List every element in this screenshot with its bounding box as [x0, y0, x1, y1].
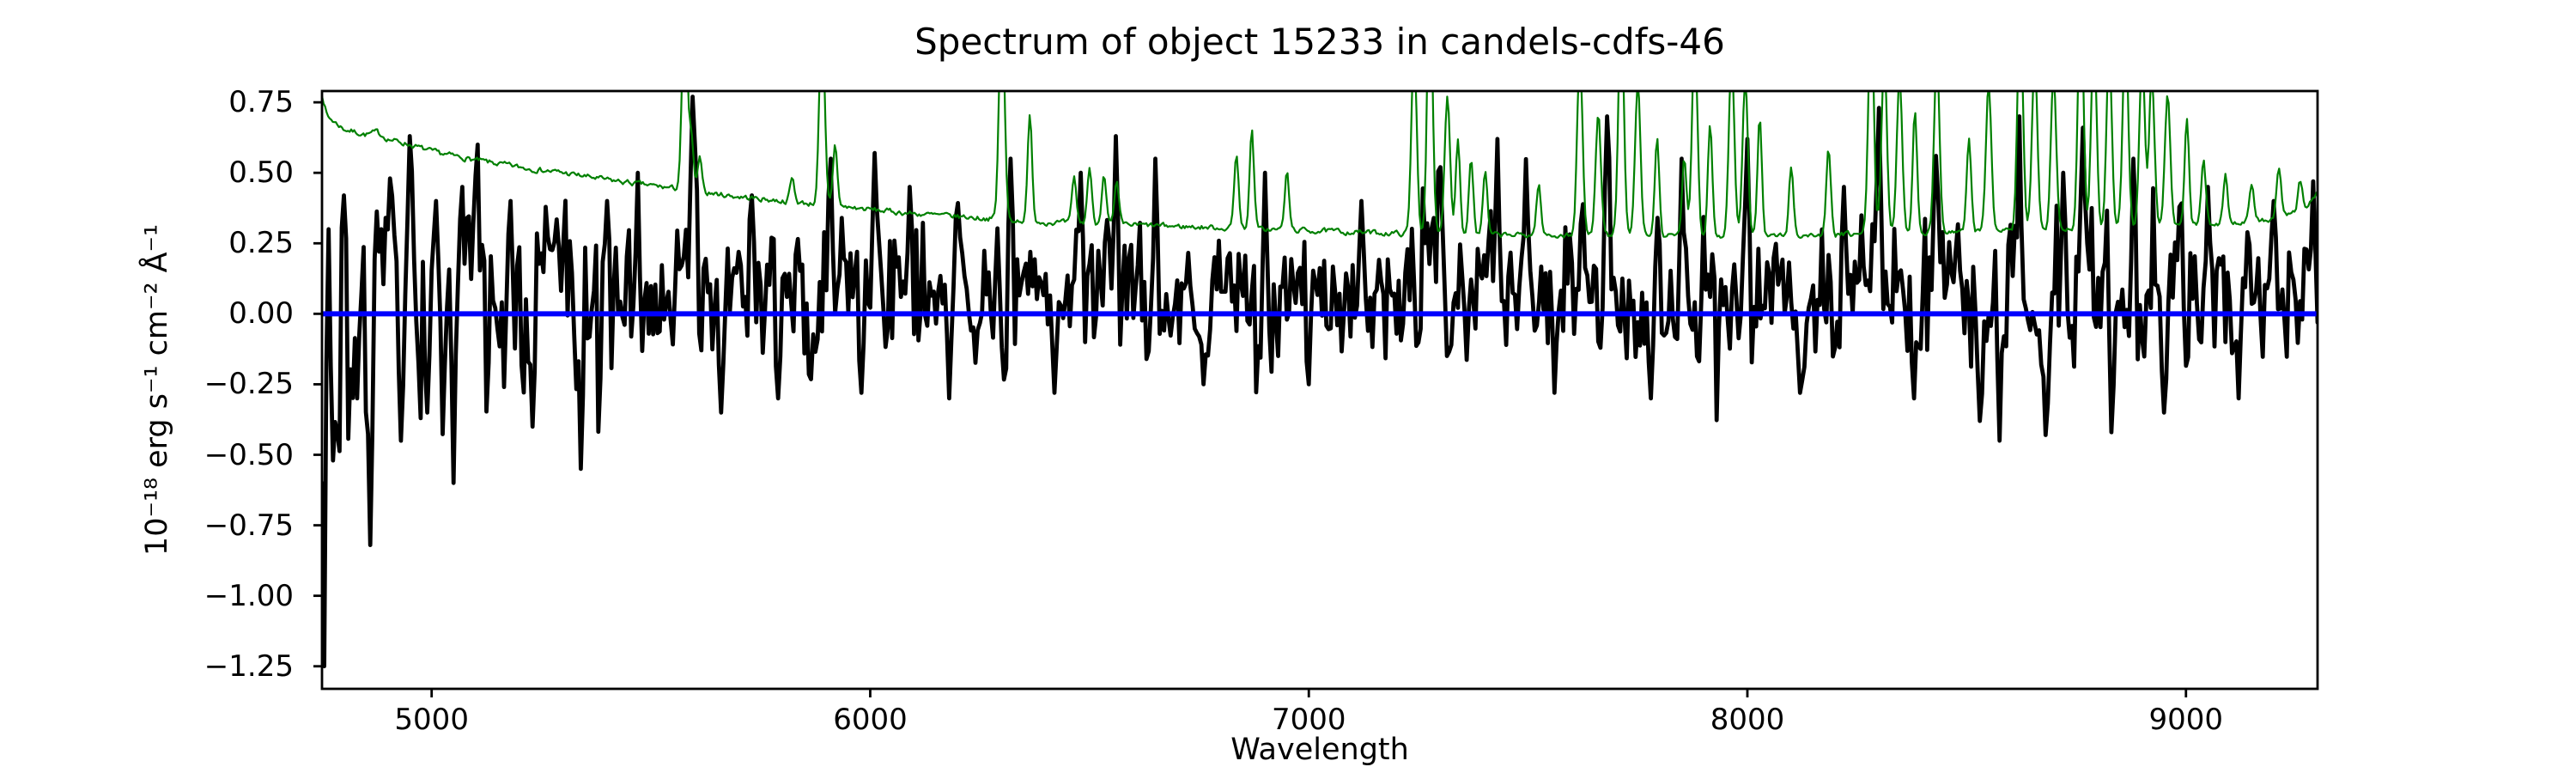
plot-title: Spectrum of object 15233 in candels-cdfs…	[914, 21, 1725, 63]
y-tick-label: −1.25	[204, 648, 294, 684]
y-tick-label: 0.75	[228, 85, 294, 120]
x-tick-label: 9000	[2148, 703, 2224, 737]
y-tick-label: 0.25	[228, 226, 294, 261]
plot-frame	[320, 89, 2319, 691]
x-tick-label: 5000	[394, 703, 469, 737]
x-tick-label: 7000	[1271, 703, 1346, 737]
y-tick-label: 0.00	[228, 296, 294, 332]
x-axis-label: Wavelength	[1230, 733, 1409, 767]
y-tick-label: −0.25	[204, 367, 294, 402]
y-tick-label: −0.50	[204, 437, 294, 472]
error-trace	[322, 91, 2318, 239]
flux-trace	[322, 94, 2318, 669]
x-tick-label: 8000	[1710, 703, 1785, 737]
x-tick-label: 6000	[833, 703, 908, 737]
y-tick-label: 0.50	[228, 155, 294, 191]
y-tick-label: −0.75	[204, 508, 294, 543]
y-tick-label: −1.00	[204, 578, 294, 613]
